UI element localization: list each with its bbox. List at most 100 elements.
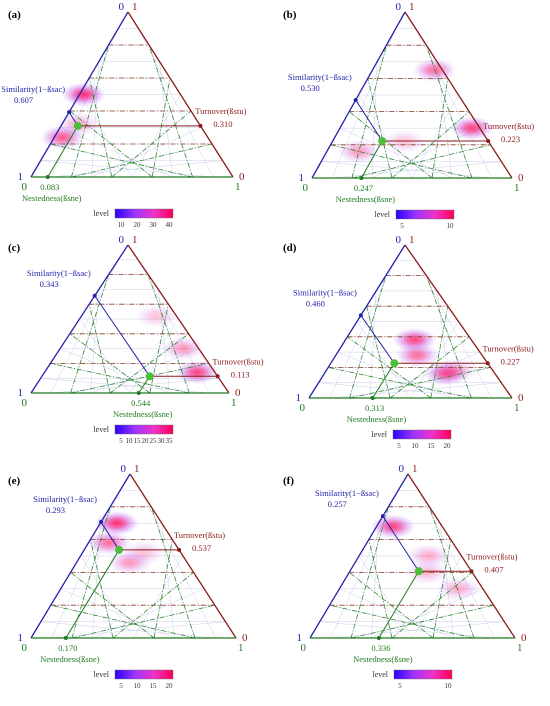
nestedness-max-label: 1 (514, 402, 520, 414)
nestedness-value: 0.336 (371, 643, 390, 653)
nestedness-grid-line (350, 604, 494, 639)
legend-tick-label: 35 (166, 437, 174, 445)
density-blob (449, 116, 494, 141)
similarity-min-label: 0 (121, 463, 127, 475)
turnover-value: 0.537 (192, 543, 211, 553)
similarity-projection (382, 515, 420, 572)
turnover-value: 0.227 (501, 356, 520, 366)
density-blob (121, 540, 167, 566)
legend-tick-label: 15 (428, 442, 436, 450)
nestedness-grid-line (71, 143, 213, 178)
turnover-min-label: 0 (235, 387, 241, 399)
nestedness-value: 0.083 (40, 182, 59, 192)
minor-grid-line (415, 260, 492, 399)
turnover-axis (127, 244, 230, 394)
nestedness-grid-line (351, 45, 387, 179)
legend-title: level (372, 670, 388, 679)
nestedness-projection (65, 549, 120, 639)
nestedness-min-label: 0 (22, 397, 28, 409)
nestedness-grid-line (71, 604, 215, 639)
minor-grid-line (131, 94, 181, 178)
legend-tick-label: 20 (142, 437, 150, 445)
legend-tick-label: 25 (150, 437, 158, 445)
ternary-panel: 0 11001(a)Similarity(1−ßsac)0.607Turnover… (1, 1, 246, 229)
minor-grid-line (412, 555, 462, 639)
nestedness-grid-line (347, 336, 432, 399)
nestedness-grid-line (350, 506, 389, 639)
turnover-label: Turnover(ßstu) (483, 343, 534, 353)
similarity-min-label: 0 (396, 234, 402, 246)
turnover-value: 0.407 (484, 564, 503, 574)
legend-tick-label: 15 (134, 437, 142, 445)
legend-tick-label: 10 (447, 222, 455, 230)
ternary-panel: 0 11001(c)Similarity(1−ßsac)0.343Turnover… (8, 234, 264, 445)
nestedness-tick-dot (359, 176, 364, 180)
panel-label: (b) (283, 9, 297, 21)
nestedness-grid-line (330, 144, 473, 179)
nestedness-tick-dot (376, 636, 381, 640)
minor-grid-line (418, 490, 495, 639)
nestedness-max-label: 1 (238, 642, 244, 654)
ternary-panel: 0 11001(b)Similarity(1−ßsac)0.530Turnover… (283, 1, 534, 230)
minor-grid-line (79, 318, 131, 394)
panel-label: (c) (8, 242, 21, 254)
legend-tick-label: 5 (398, 682, 402, 690)
ternary-panel: 0 11001(e)Similarity(1−ßsac)0.293Turnover… (8, 463, 248, 690)
similarity-axis (30, 244, 129, 394)
nestedness-grid-line (69, 333, 151, 394)
density-blob (61, 82, 106, 107)
panel-label: (f) (283, 475, 294, 487)
nestedness-label: Nestedness(ßsne) (336, 194, 396, 204)
nestedness-max-label: 1 (235, 181, 241, 193)
minor-grid-line (356, 321, 411, 399)
legend-color-bar (393, 669, 453, 680)
legend-tick-label: 10 (134, 682, 142, 690)
turnover-label: Turnover(ßstu) (212, 356, 263, 366)
legend-tick-label: 5 (397, 442, 401, 450)
legend-tick-label: 15 (150, 682, 158, 690)
similarity-min-label: 0 (399, 463, 405, 475)
similarity-label: Similarity(1−ßsac) (27, 268, 91, 278)
nestedness-min-label: 0 (300, 402, 306, 414)
turnover-axis (129, 473, 237, 639)
turnover-min-label: 0 (518, 392, 524, 404)
minor-grid-line (321, 161, 493, 179)
similarity-value: 0.460 (306, 298, 325, 308)
nestedness-grid-line (90, 539, 114, 639)
turnover-axis (404, 11, 513, 179)
mean-point (115, 545, 124, 554)
similarity-tick-dot (358, 313, 363, 318)
minor-grid-line (339, 588, 454, 639)
nestedness-grid-line (50, 604, 196, 639)
similarity-label: Similarity(1−ßsac) (33, 494, 97, 504)
minor-grid-line (80, 555, 134, 639)
legend-tick-label: 10 (126, 437, 134, 445)
nestedness-tick-dot (370, 396, 375, 400)
turnover-label: Turnover(ßstu) (466, 551, 517, 561)
legend-tick-label: 5 (400, 222, 404, 230)
nestedness-grid-line (50, 363, 190, 394)
nestedness-grid-line (426, 275, 472, 399)
nestedness-tick-dot (45, 175, 50, 179)
nestedness-value: 0.247 (354, 183, 373, 193)
nestedness-grid-line (328, 367, 472, 399)
nestedness-tick-dot (136, 391, 141, 395)
similarity-label: Similarity(1−ßsac) (1, 84, 65, 94)
nestedness-label: Nestedness(ßsne) (347, 414, 407, 424)
similarity-label: Similarity(1−ßsac) (315, 488, 379, 498)
similarity-projection (94, 295, 151, 377)
turnover-axis (127, 11, 234, 178)
legend-tick-label: 10 (445, 682, 453, 690)
density-blob (433, 358, 479, 383)
minor-grid-line (79, 94, 133, 178)
similarity-projection (100, 521, 120, 551)
similarity-max-label: 1 (18, 171, 24, 183)
density-blob (175, 360, 219, 385)
nestedness-value: 0.170 (58, 643, 77, 653)
mean-point (414, 567, 423, 576)
legend-tick-label: 20 (444, 442, 452, 450)
minor-grid-line (319, 621, 495, 639)
nestedness-projection (372, 363, 395, 399)
nestedness-projection (378, 570, 420, 639)
nestedness-grid-line (368, 539, 393, 639)
